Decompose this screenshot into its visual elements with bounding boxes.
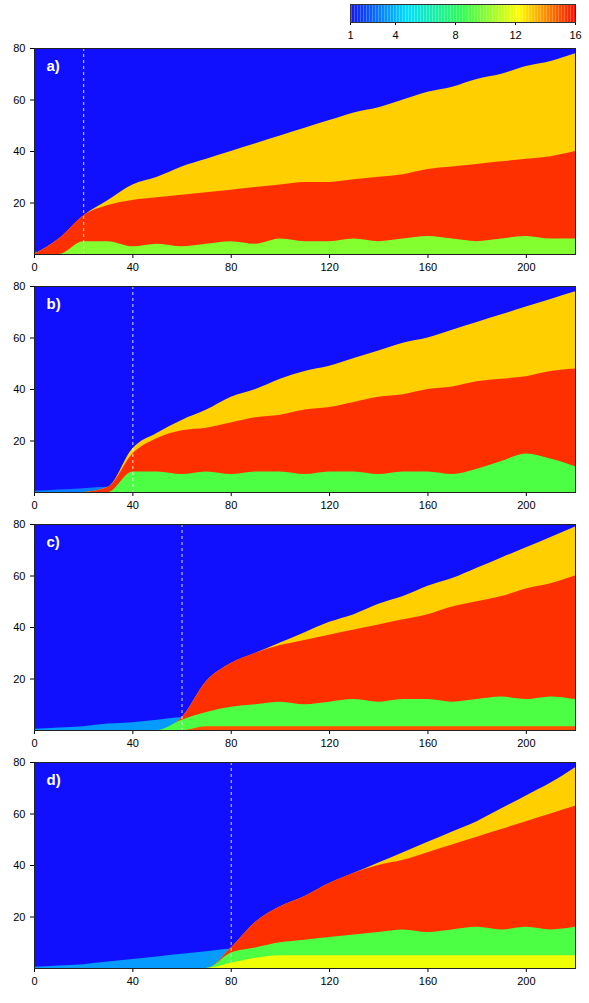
svg-text:d): d) [47,771,61,788]
svg-text:12: 12 [509,29,521,40]
svg-text:4: 4 [392,29,398,40]
svg-text:80: 80 [13,280,25,292]
svg-text:40: 40 [127,975,139,987]
svg-text:160: 160 [419,261,437,273]
svg-text:60: 60 [13,570,25,582]
svg-text:60: 60 [13,332,25,344]
svg-text:40: 40 [13,145,25,157]
svg-text:60: 60 [13,808,25,820]
svg-text:a): a) [47,57,60,74]
svg-text:80: 80 [13,756,25,768]
svg-text:160: 160 [419,737,437,749]
svg-text:8: 8 [452,29,458,40]
svg-text:160: 160 [419,975,437,987]
svg-text:b): b) [47,295,61,312]
svg-text:120: 120 [320,737,338,749]
svg-text:0: 0 [31,261,37,273]
svg-text:200: 200 [517,975,535,987]
svg-text:80: 80 [225,261,237,273]
svg-text:80: 80 [13,42,25,54]
svg-text:120: 120 [320,499,338,511]
svg-text:0: 0 [31,975,37,987]
svg-text:16: 16 [569,29,581,40]
svg-text:200: 200 [517,737,535,749]
svg-text:80: 80 [225,737,237,749]
svg-text:20: 20 [13,197,25,209]
svg-text:120: 120 [320,975,338,987]
svg-text:160: 160 [419,499,437,511]
svg-text:1: 1 [347,29,353,40]
svg-text:40: 40 [13,859,25,871]
svg-text:80: 80 [225,975,237,987]
svg-text:40: 40 [13,383,25,395]
svg-text:0: 0 [31,499,37,511]
svg-text:20: 20 [13,911,25,923]
svg-text:80: 80 [13,518,25,530]
svg-text:0: 0 [31,737,37,749]
svg-text:c): c) [47,533,60,550]
svg-text:60: 60 [13,94,25,106]
svg-text:40: 40 [127,737,139,749]
svg-text:40: 40 [127,261,139,273]
svg-text:200: 200 [517,499,535,511]
svg-text:80: 80 [225,499,237,511]
svg-text:200: 200 [517,261,535,273]
svg-text:40: 40 [127,499,139,511]
svg-text:20: 20 [13,435,25,447]
svg-text:20: 20 [13,673,25,685]
svg-text:120: 120 [320,261,338,273]
svg-text:40: 40 [13,621,25,633]
